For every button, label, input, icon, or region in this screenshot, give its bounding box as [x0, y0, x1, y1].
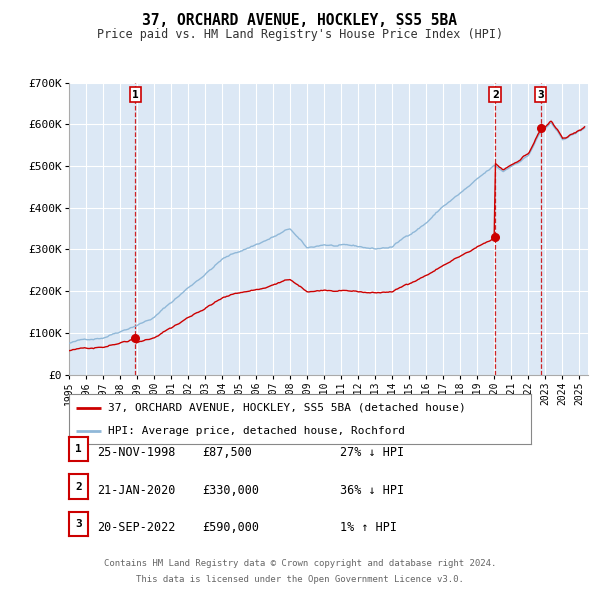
- Text: 27% ↓ HPI: 27% ↓ HPI: [340, 447, 404, 460]
- Text: 3: 3: [75, 519, 82, 529]
- Text: 2: 2: [492, 90, 499, 100]
- Text: This data is licensed under the Open Government Licence v3.0.: This data is licensed under the Open Gov…: [136, 575, 464, 584]
- Text: 1: 1: [132, 90, 139, 100]
- Text: HPI: Average price, detached house, Rochford: HPI: Average price, detached house, Roch…: [108, 426, 405, 436]
- Text: Price paid vs. HM Land Registry's House Price Index (HPI): Price paid vs. HM Land Registry's House …: [97, 28, 503, 41]
- Text: £87,500: £87,500: [202, 447, 252, 460]
- Text: 1% ↑ HPI: 1% ↑ HPI: [340, 521, 397, 534]
- Text: £330,000: £330,000: [202, 484, 259, 497]
- Text: 2: 2: [75, 481, 82, 491]
- Text: 37, ORCHARD AVENUE, HOCKLEY, SS5 5BA: 37, ORCHARD AVENUE, HOCKLEY, SS5 5BA: [143, 13, 458, 28]
- Text: 20-SEP-2022: 20-SEP-2022: [97, 521, 176, 534]
- Text: Contains HM Land Registry data © Crown copyright and database right 2024.: Contains HM Land Registry data © Crown c…: [104, 559, 496, 568]
- Text: 37, ORCHARD AVENUE, HOCKLEY, SS5 5BA (detached house): 37, ORCHARD AVENUE, HOCKLEY, SS5 5BA (de…: [108, 402, 466, 412]
- Text: 36% ↓ HPI: 36% ↓ HPI: [340, 484, 404, 497]
- Text: 25-NOV-1998: 25-NOV-1998: [97, 447, 176, 460]
- Text: 1: 1: [75, 444, 82, 454]
- Text: £590,000: £590,000: [202, 521, 259, 534]
- Text: 3: 3: [538, 90, 544, 100]
- Text: 21-JAN-2020: 21-JAN-2020: [97, 484, 176, 497]
